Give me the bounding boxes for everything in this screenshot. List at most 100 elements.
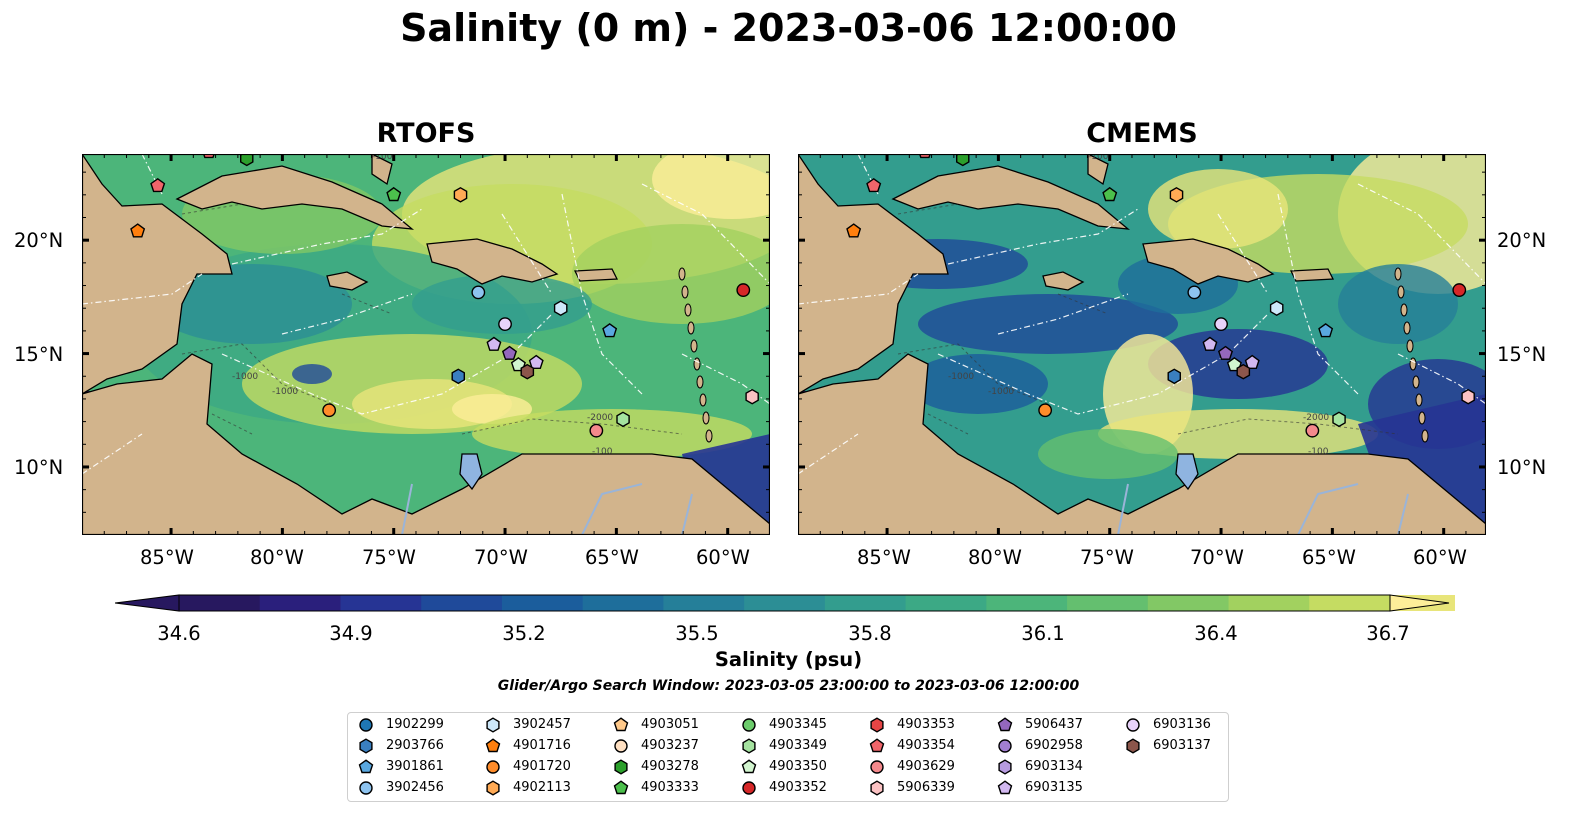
legend-marker-4903354	[869, 737, 885, 752]
float-marker-4903349	[1332, 411, 1346, 428]
float-marker-4901716	[846, 223, 862, 238]
legend-marker-3902457	[486, 716, 500, 733]
lesser-antilles-island	[1418, 411, 1426, 425]
yucatan-land	[82, 154, 233, 395]
float-marker-3901861	[1318, 323, 1334, 338]
contour-label: -1000	[948, 372, 974, 382]
legend-label: 4903352	[769, 780, 827, 795]
lon-tick-85w-right: 85°W	[857, 546, 911, 569]
float-marker-3901861	[602, 323, 618, 338]
salinity-patch	[1338, 264, 1458, 344]
legend-label: 4901716	[513, 738, 571, 753]
lat-tick-left-20: 20°N	[14, 229, 64, 252]
legend-label: 4903349	[769, 738, 827, 753]
colorbar-label: Salinity (psu)	[714, 648, 863, 671]
float-marker-4903333	[386, 186, 402, 202]
legend-item: 5906339	[869, 777, 955, 798]
legend-label: 4903350	[769, 759, 827, 774]
legend-marker-6902958	[998, 738, 1012, 753]
legend-item: 4903237	[613, 735, 699, 756]
colorbar-tick-358: 35.8	[848, 622, 892, 645]
legend-label: 6903135	[1025, 780, 1083, 795]
colorbar-segment	[824, 595, 907, 611]
legend-label: 6903137	[1153, 738, 1211, 753]
legend-marker-icon	[870, 759, 884, 774]
colorbar-segment	[986, 595, 1068, 611]
legend-label: 6903136	[1153, 717, 1211, 732]
salinity-patch	[572, 224, 770, 324]
legend-item: 6903134	[997, 756, 1083, 777]
float-marker-5906437	[501, 345, 518, 360]
lon-tick-65w-left: 65°W	[585, 546, 639, 569]
colorbar-tick-349: 34.9	[329, 622, 373, 645]
legend-label: 3902456	[386, 780, 444, 795]
legend-marker-4903353	[870, 716, 884, 733]
legend-label: 5906339	[897, 780, 955, 795]
map-frame	[82, 154, 770, 535]
contour-label: -1000	[988, 387, 1014, 397]
legend-item: 6903135	[997, 777, 1083, 798]
lesser-antilles-island	[687, 321, 695, 335]
legend-label: 4901720	[513, 759, 571, 774]
legend-marker-4903051	[613, 716, 629, 731]
lat-tick-right-10: 10°N	[1497, 456, 1547, 479]
float-marker-3902457	[553, 300, 568, 317]
bathymetry-contours	[897, 203, 1399, 435]
contour-label: -100	[372, 154, 393, 162]
legend-item: 3901861	[358, 756, 444, 777]
legend-item: 3902457	[485, 714, 571, 735]
float-marker-5906437	[1217, 345, 1234, 360]
legend-label: 4903237	[641, 738, 699, 753]
float-marker-3902456	[1187, 285, 1202, 300]
legend-marker-icon	[614, 758, 628, 775]
legend-marker-icon	[614, 738, 628, 753]
salinity-patch	[918, 294, 1178, 354]
legend-marker-icon	[486, 779, 500, 796]
search-window-text: Glider/Argo Search Window: 2023-03-05 23…	[497, 678, 1080, 694]
salinity-patch	[1038, 429, 1178, 479]
legend-marker-2903766	[359, 737, 373, 754]
lesser-antilles-island	[1403, 321, 1411, 335]
float-marker-4903352	[1452, 283, 1467, 297]
float-marker-6903135	[1244, 354, 1260, 370]
jamaica-land	[326, 271, 369, 291]
lesser-antilles-island	[1412, 375, 1420, 389]
salinity-map-svg: -100 -1000 -1000 -2000 -100	[798, 154, 1486, 535]
lat-tick-right-20: 20°N	[1497, 229, 1547, 252]
colorbar-segment	[501, 595, 584, 611]
lon-tick-85w-left: 85°W	[140, 546, 194, 569]
legend-marker-icon	[742, 780, 756, 795]
contour-label: -1000	[272, 387, 298, 397]
colorbar-tick-364: 36.4	[1194, 622, 1238, 645]
hispaniola-land	[1142, 238, 1275, 285]
legend-item: 4903353	[869, 714, 955, 735]
lesser-antilles-island	[1394, 267, 1402, 281]
colorbar-tick-361: 36.1	[1021, 622, 1065, 645]
legend-item: 4903278	[613, 756, 699, 777]
legend-item: 4903333	[613, 777, 699, 798]
float-marker-4901720	[1038, 403, 1053, 418]
bahamas-island	[371, 154, 393, 186]
lesser-antilles-island	[1397, 285, 1405, 299]
legend-label: 4903354	[897, 738, 955, 753]
legend-label: 2903766	[386, 738, 444, 753]
salinity-patch	[292, 364, 332, 384]
legend-item: 6903137	[1125, 735, 1211, 756]
legend-label: 6903134	[1025, 759, 1083, 774]
legend-label: 4903629	[897, 759, 955, 774]
float-marker-3902457	[1269, 300, 1284, 317]
float-marker-4903629	[589, 423, 604, 438]
map-frame	[798, 154, 1486, 535]
float-marker-4903354	[866, 177, 882, 193]
legend-marker-4901716	[485, 737, 501, 752]
legend-marker-icon	[997, 716, 1013, 731]
cuba-land	[175, 165, 415, 230]
legend-marker-icon	[613, 779, 629, 794]
bathymetry-contours	[181, 203, 683, 435]
legend-item: 4903629	[869, 756, 955, 777]
legend-label: 3902457	[513, 717, 571, 732]
float-marker-4903352	[736, 283, 751, 297]
legend-marker-4903349	[742, 737, 756, 754]
lon-tick-70w-left: 70°W	[474, 546, 528, 569]
float-marker-4901716	[130, 223, 146, 238]
